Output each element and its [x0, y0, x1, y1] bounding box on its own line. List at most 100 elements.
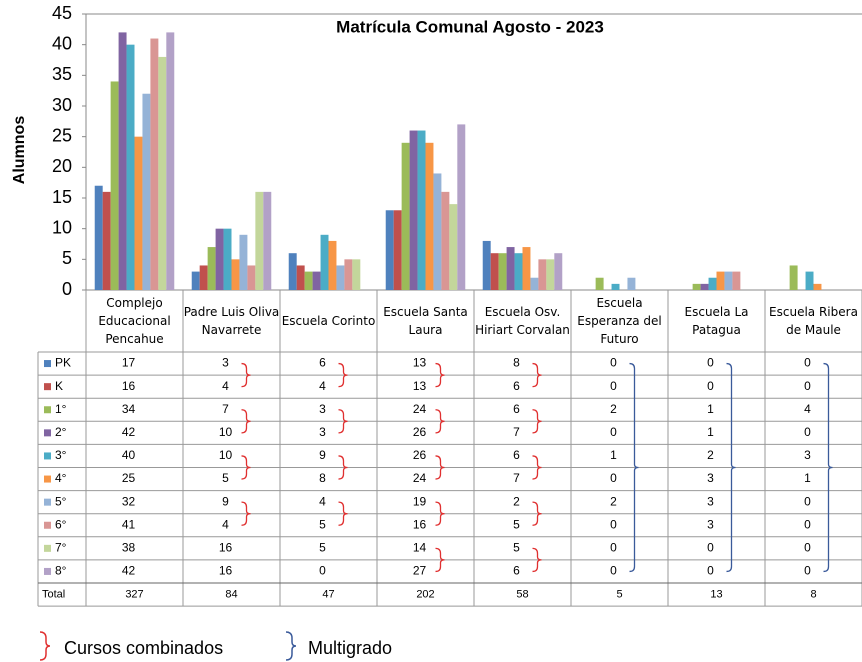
- bracket: [532, 409, 542, 434]
- bar: [449, 204, 458, 290]
- table-value: 1: [707, 402, 714, 416]
- bracket: [532, 455, 542, 480]
- table-value: 0: [610, 356, 617, 370]
- bar: [352, 259, 361, 290]
- bar: [385, 210, 394, 290]
- x-tick-label: Complejo Educacional Pencahue: [98, 296, 171, 346]
- bar: [530, 277, 539, 290]
- legend-swatch: [44, 429, 51, 437]
- y-tick-label: 35: [52, 64, 72, 84]
- bar: [158, 56, 167, 290]
- table-value: 0: [804, 356, 811, 370]
- legend-label: 5°: [55, 494, 67, 508]
- legend-swatch: [44, 567, 51, 575]
- legend-swatch: [44, 498, 51, 506]
- table-value: 13: [413, 356, 427, 370]
- table-value: 0: [610, 517, 617, 531]
- table-value: 0: [610, 541, 617, 555]
- table-value: 5: [222, 471, 229, 485]
- table-value: 0: [804, 379, 811, 393]
- total-value: 202: [416, 588, 434, 600]
- bar: [425, 142, 434, 290]
- x-tick-label: Escuela Corinto: [281, 314, 376, 328]
- bar: [627, 277, 636, 290]
- table-value: 6: [513, 564, 520, 578]
- legend-swatch: [44, 521, 51, 529]
- table-value: 4: [222, 379, 229, 393]
- legend-swatch: [44, 383, 51, 391]
- bracket: [823, 362, 833, 573]
- table-value: 0: [319, 564, 326, 578]
- bar: [134, 136, 143, 290]
- table-value: 27: [413, 564, 427, 578]
- table-value: 0: [804, 564, 811, 578]
- y-axis-label: Alumnos: [11, 116, 28, 185]
- table-value: 16: [219, 564, 233, 578]
- category-cell: Escuela Corinto: [281, 314, 376, 328]
- table-value: 3: [804, 448, 811, 462]
- y-tick-label: 40: [52, 33, 72, 53]
- bar: [320, 234, 329, 290]
- table-value: 24: [413, 471, 427, 485]
- bar: [724, 271, 733, 290]
- table-value: 5: [513, 541, 520, 555]
- bar: [118, 32, 127, 291]
- table-value: 0: [707, 541, 714, 555]
- table-value: 0: [804, 425, 811, 439]
- bracket: [241, 501, 251, 526]
- bar: [288, 253, 297, 290]
- table-value: 1: [804, 471, 811, 485]
- bracket: [532, 547, 542, 573]
- bracket: [532, 501, 542, 526]
- bar: [393, 210, 402, 290]
- bar: [401, 142, 410, 290]
- category-cell: Escuela Santa Laura: [383, 305, 468, 337]
- table-value: 7: [222, 402, 229, 416]
- bar: [231, 259, 240, 290]
- bar: [166, 32, 175, 291]
- bar: [506, 247, 515, 290]
- table-value: 5: [319, 517, 326, 531]
- table-value: 8: [319, 471, 326, 485]
- bar: [191, 271, 200, 290]
- bracket: [726, 362, 736, 573]
- bar: [312, 271, 321, 290]
- bar: [409, 130, 418, 290]
- bracket: [338, 455, 348, 480]
- table-value: 34: [122, 402, 136, 416]
- y-tick-label: 30: [52, 95, 72, 115]
- y-tick-label: 0: [62, 279, 72, 299]
- table-value: 25: [122, 471, 136, 485]
- legend-label: PK: [55, 356, 71, 370]
- table-value: 13: [413, 379, 427, 393]
- bar: [611, 283, 620, 290]
- table-value: 9: [222, 494, 229, 508]
- table-value: 6: [513, 379, 520, 393]
- bracket: [532, 362, 542, 388]
- bar: [94, 185, 103, 290]
- bar: [344, 259, 353, 290]
- x-tick-label: Escuela Osv. Hiriart Corvalan: [475, 305, 570, 337]
- bracket: [435, 362, 445, 388]
- legend-label: 3°: [55, 448, 67, 462]
- bar: [304, 271, 313, 290]
- legend-swatch: [44, 360, 51, 368]
- legend-label: 7°: [55, 541, 67, 555]
- bar: [457, 124, 466, 291]
- legend-combined-icon: [39, 631, 51, 661]
- table-value: 3: [319, 402, 326, 416]
- bar: [336, 265, 345, 290]
- table-value: 10: [219, 425, 233, 439]
- table-value: 0: [610, 564, 617, 578]
- x-tick-label: Escuela Esperanza del Futuro: [577, 296, 662, 346]
- bar: [441, 191, 450, 290]
- bar: [263, 191, 272, 290]
- table-value: 2: [610, 402, 617, 416]
- legend-label: 6°: [55, 517, 67, 531]
- bar: [223, 228, 232, 290]
- x-tick-label: Escuela La Patagua: [684, 305, 749, 337]
- table-value: 32: [122, 494, 136, 508]
- table-value: 0: [707, 379, 714, 393]
- table-value: 6: [513, 448, 520, 462]
- bar: [296, 265, 305, 290]
